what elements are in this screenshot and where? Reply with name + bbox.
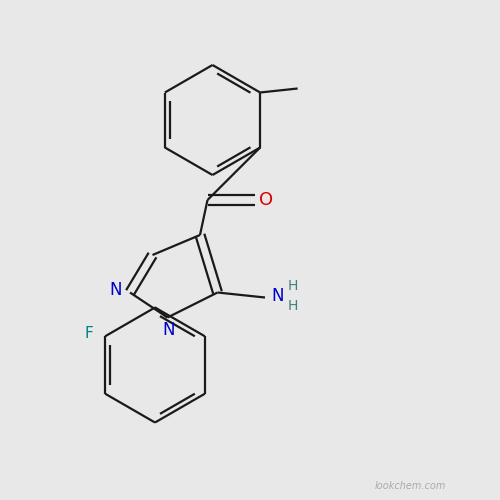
- Text: F: F: [85, 326, 94, 341]
- Text: H: H: [288, 280, 298, 293]
- Text: O: O: [259, 191, 273, 209]
- Text: N: N: [271, 287, 283, 305]
- Text: N: N: [162, 321, 175, 339]
- Text: H: H: [288, 300, 298, 314]
- Text: N: N: [110, 281, 122, 299]
- Text: lookchem.com: lookchem.com: [374, 481, 446, 491]
